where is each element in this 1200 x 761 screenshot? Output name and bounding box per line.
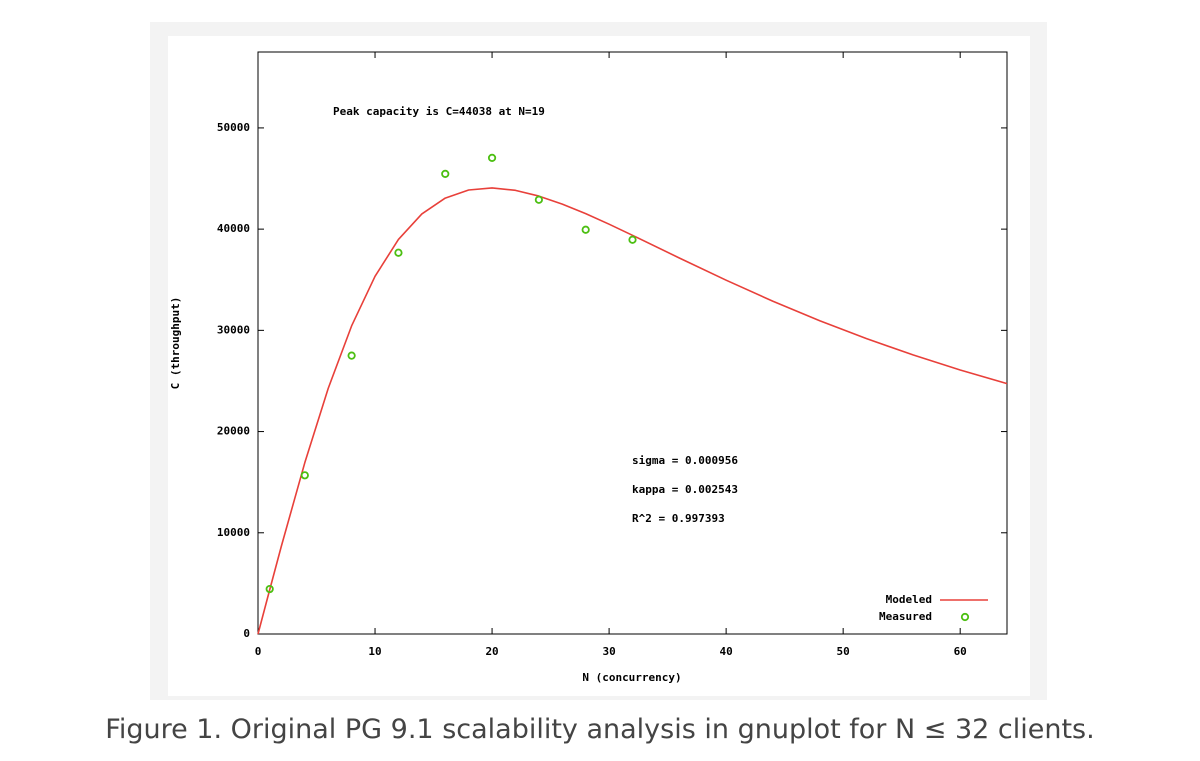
- model-line: [257, 187, 1008, 635]
- data-point: [487, 153, 497, 162]
- annotation: R^2 = 0.997393: [632, 512, 725, 525]
- x-tick-label: 50: [837, 645, 850, 658]
- data-point: [628, 235, 637, 244]
- data-point: [265, 584, 274, 594]
- x-tick-label: 20: [485, 645, 498, 658]
- x-axis-label: N (concurrency): [582, 671, 681, 684]
- x-tick-label: 10: [368, 645, 381, 658]
- x-tick-label: 60: [954, 645, 967, 658]
- data-point: [394, 248, 403, 257]
- legend-label: Modeled: [886, 593, 932, 606]
- y-tick-label: 10000: [217, 526, 250, 539]
- annotation: sigma = 0.000956: [632, 454, 738, 467]
- x-tick-label: 40: [720, 645, 733, 658]
- legend-marker: [960, 612, 970, 622]
- y-tick-label: 30000: [217, 323, 250, 336]
- annotation: Peak capacity is C=44038 at N=19: [333, 105, 545, 118]
- y-tick-label: 50000: [217, 121, 250, 134]
- y-tick-label: 20000: [217, 425, 250, 438]
- y-axis-label: C (throughput): [169, 297, 182, 390]
- x-tick-label: 30: [602, 645, 615, 658]
- data-point: [441, 169, 450, 178]
- data-point: [534, 195, 543, 204]
- caption: Figure 1. Original PG 9.1 scalability an…: [105, 714, 1095, 745]
- data-point: [347, 351, 356, 360]
- annotation: kappa = 0.002543: [632, 483, 738, 496]
- plot-background: [168, 36, 1030, 696]
- plot-frame: [257, 51, 1008, 635]
- y-tick-label: 0: [243, 627, 250, 640]
- legend-label: Measured: [879, 610, 932, 623]
- x-tick-label: 0: [255, 645, 262, 658]
- y-tick-label: 40000: [217, 222, 250, 235]
- data-point: [581, 225, 590, 234]
- data-point: [300, 471, 309, 480]
